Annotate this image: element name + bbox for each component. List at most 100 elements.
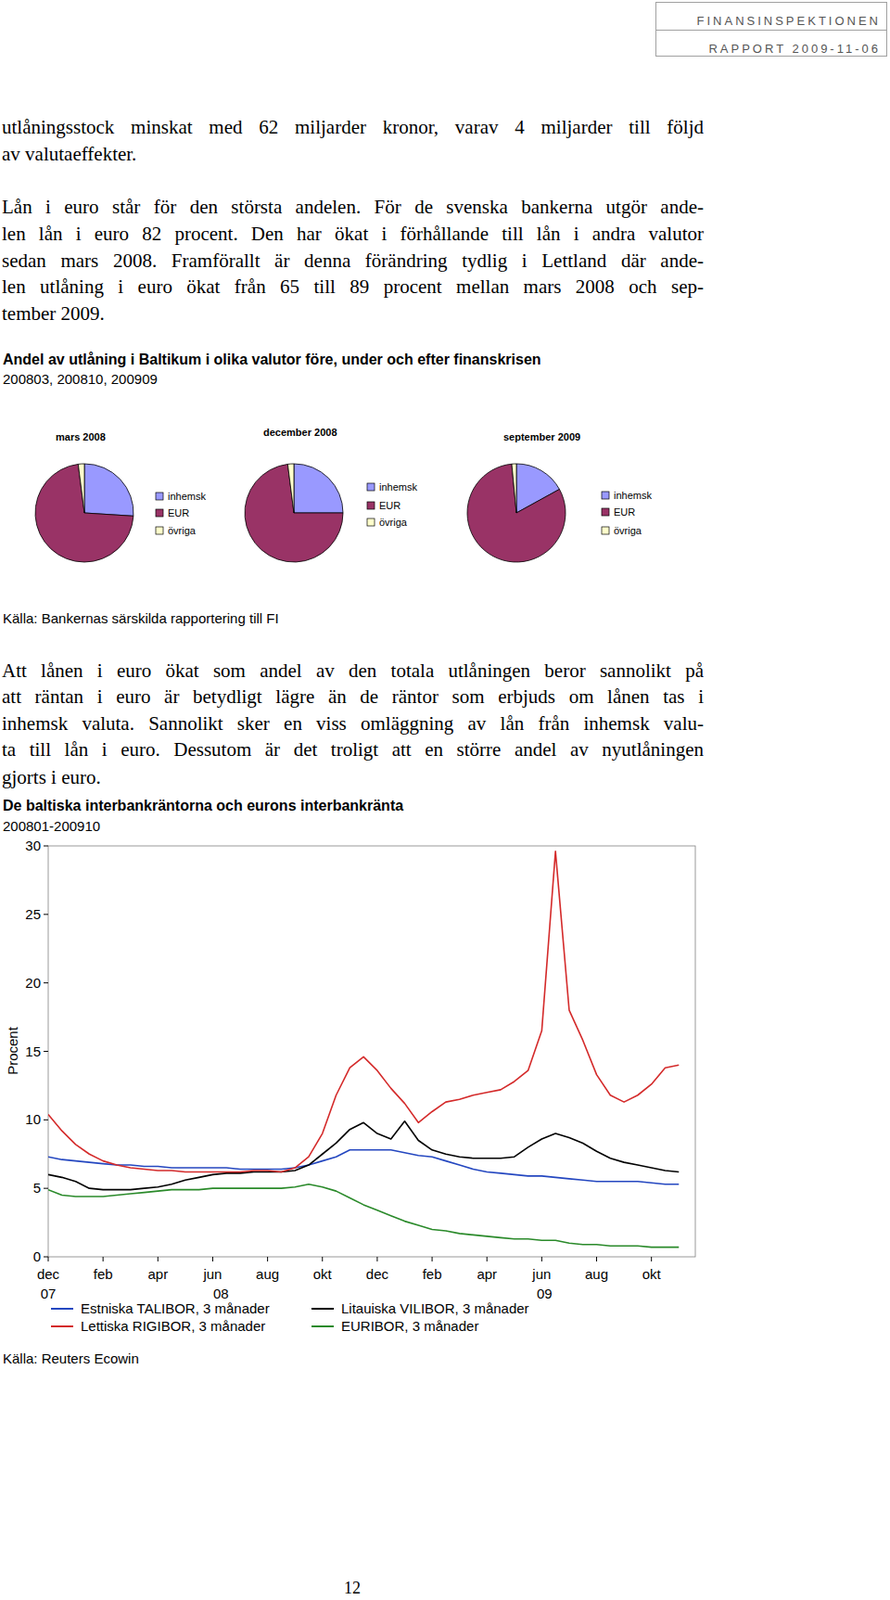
x-year-label: 07	[40, 1284, 57, 1301]
paragraph-line: av valutaeffekter.	[1, 141, 704, 166]
x-tick-label: jun	[202, 1265, 222, 1282]
legend-swatch	[367, 518, 375, 526]
x-year-label: 09	[536, 1284, 553, 1301]
legend-line	[50, 1324, 74, 1327]
pie-slice	[467, 463, 566, 562]
x-tick-label: apr	[476, 1265, 497, 1282]
legend-label: EUR	[167, 507, 190, 519]
pie-name: december 2008	[263, 426, 338, 438]
y-tick-label: 10	[25, 1110, 41, 1127]
legend-label: övriga	[613, 524, 643, 536]
legend-label: inhemsk	[613, 489, 652, 501]
legend-swatch	[155, 492, 164, 500]
legend-swatch	[367, 483, 375, 491]
legend-label: övriga	[167, 524, 197, 536]
x-tick	[267, 1256, 268, 1261]
header-organisation: FINANSINSPEKTIONEN	[667, 13, 881, 28]
x-tick-label: okt	[642, 1265, 662, 1282]
x-tick	[212, 1256, 214, 1261]
y-tick-label: 15	[25, 1042, 41, 1059]
line-chart: 0 5 10 15 20 25 30 dec feb apr jun aug okt dec feb apr j…	[4, 837, 696, 1334]
x-year-label: 08	[213, 1284, 229, 1301]
x-tick	[321, 1256, 323, 1261]
series-line	[48, 1149, 679, 1184]
legend-label: EUR	[379, 499, 401, 511]
y-tick	[43, 1187, 49, 1189]
legend-label: inhemsk	[379, 481, 418, 493]
pie-slice	[35, 463, 134, 562]
paragraph-line: Lån i euro står för den största andelen.…	[1, 194, 704, 219]
paragraph-line: att räntan i euro är betydligt lägre än …	[1, 684, 704, 709]
legend-label: Lettiska RIGIBOR, 3 månader	[80, 1317, 266, 1334]
x-tick	[486, 1256, 488, 1261]
series-line	[48, 1183, 679, 1247]
chart-subtitle: 200801-200910	[2, 817, 101, 834]
legend-swatch	[367, 501, 375, 509]
x-tick	[376, 1256, 378, 1261]
y-tick	[43, 1118, 49, 1120]
legend-label: EUR	[613, 506, 636, 518]
x-tick	[157, 1256, 159, 1261]
paragraph-line: gjorts i euro.	[1, 764, 704, 789]
x-tick-label: dec	[366, 1265, 390, 1282]
paragraph-line: sedan mars 2008. Framförallt är denna fö…	[1, 248, 704, 273]
y-tick-label: 30	[25, 837, 41, 853]
y-tick	[43, 981, 49, 983]
legend-swatch	[601, 526, 610, 534]
legend-label: Estniska TALIBOR, 3 månader	[80, 1299, 270, 1316]
x-tick-label: aug	[584, 1265, 609, 1282]
pie-slice	[511, 463, 517, 513]
y-tick	[43, 913, 49, 915]
x-tick-label: jun	[531, 1265, 551, 1282]
chart-title: De baltiska interbankräntorna och eurons…	[2, 797, 404, 814]
x-tick-label: okt	[313, 1265, 333, 1282]
y-tick-label: 5	[33, 1179, 41, 1196]
legend-label: övriga	[379, 516, 408, 528]
pie-chart: mars 2008 inhemsk EUR övriga december 2008 in…	[35, 426, 652, 562]
plot-lines	[48, 851, 679, 1247]
x-tick-label: apr	[147, 1265, 168, 1282]
series-line	[48, 1120, 679, 1190]
pie-slice	[84, 463, 134, 516]
x-tick	[650, 1256, 652, 1261]
legend-swatch	[155, 526, 164, 534]
y-axis-label: Procent	[4, 1025, 21, 1075]
y-tick	[43, 1256, 49, 1258]
legend-line	[311, 1324, 334, 1327]
paragraph-line: len utlåning i euro ökat från 65 till 89…	[1, 274, 704, 299]
plot-frame	[48, 845, 696, 1257]
x-tick	[541, 1256, 543, 1261]
x-tick-label: feb	[93, 1265, 114, 1282]
legend-swatch	[601, 491, 610, 499]
x-tick-label: feb	[422, 1265, 443, 1282]
legend-label: inhemsk	[167, 490, 206, 502]
legend-label: EURIBOR, 3 månader	[341, 1317, 479, 1334]
paragraph-line: Att lånen i euro ökat som andel av den t…	[1, 658, 704, 683]
x-tick	[48, 1256, 50, 1261]
x-tick	[102, 1256, 104, 1261]
y-tick-label: 0	[33, 1247, 41, 1264]
pie-slice	[77, 463, 85, 513]
paragraph-line: inhemsk valuta. Sannolikt sker en viss o…	[1, 711, 704, 736]
legend-swatch	[601, 508, 610, 516]
x-tick	[432, 1256, 433, 1261]
header-divider	[655, 29, 888, 31]
chart-subtitle: 200803, 200810, 200909	[2, 370, 158, 387]
chart-title: Andel av utlåning i Baltikum i olika val…	[2, 351, 542, 369]
paragraph-line: utlåningsstock minskat med 62 miljarder …	[1, 114, 704, 140]
page-number: 12	[333, 1577, 371, 1598]
pie-name: september 2009	[503, 431, 581, 443]
x-tick-label: dec	[37, 1265, 61, 1282]
legend-line	[50, 1307, 74, 1310]
chart-source: Källa: Reuters Ecowin	[2, 1349, 140, 1366]
pie-slice	[293, 463, 344, 513]
paragraph-line: ta till lån i euro. Dessutom är det trol…	[1, 737, 704, 762]
chart-source: Källa: Bankernas särskilda rapportering …	[2, 610, 280, 626]
paragraph-line: tember 2009.	[1, 301, 704, 326]
y-tick-label: 20	[25, 974, 41, 991]
x-tick	[596, 1256, 598, 1261]
pie-name: mars 2008	[55, 431, 106, 443]
header-report: RAPPORT 2009-11-06	[667, 41, 881, 56]
y-tick-label: 25	[25, 905, 41, 922]
pie-slice	[287, 463, 294, 513]
